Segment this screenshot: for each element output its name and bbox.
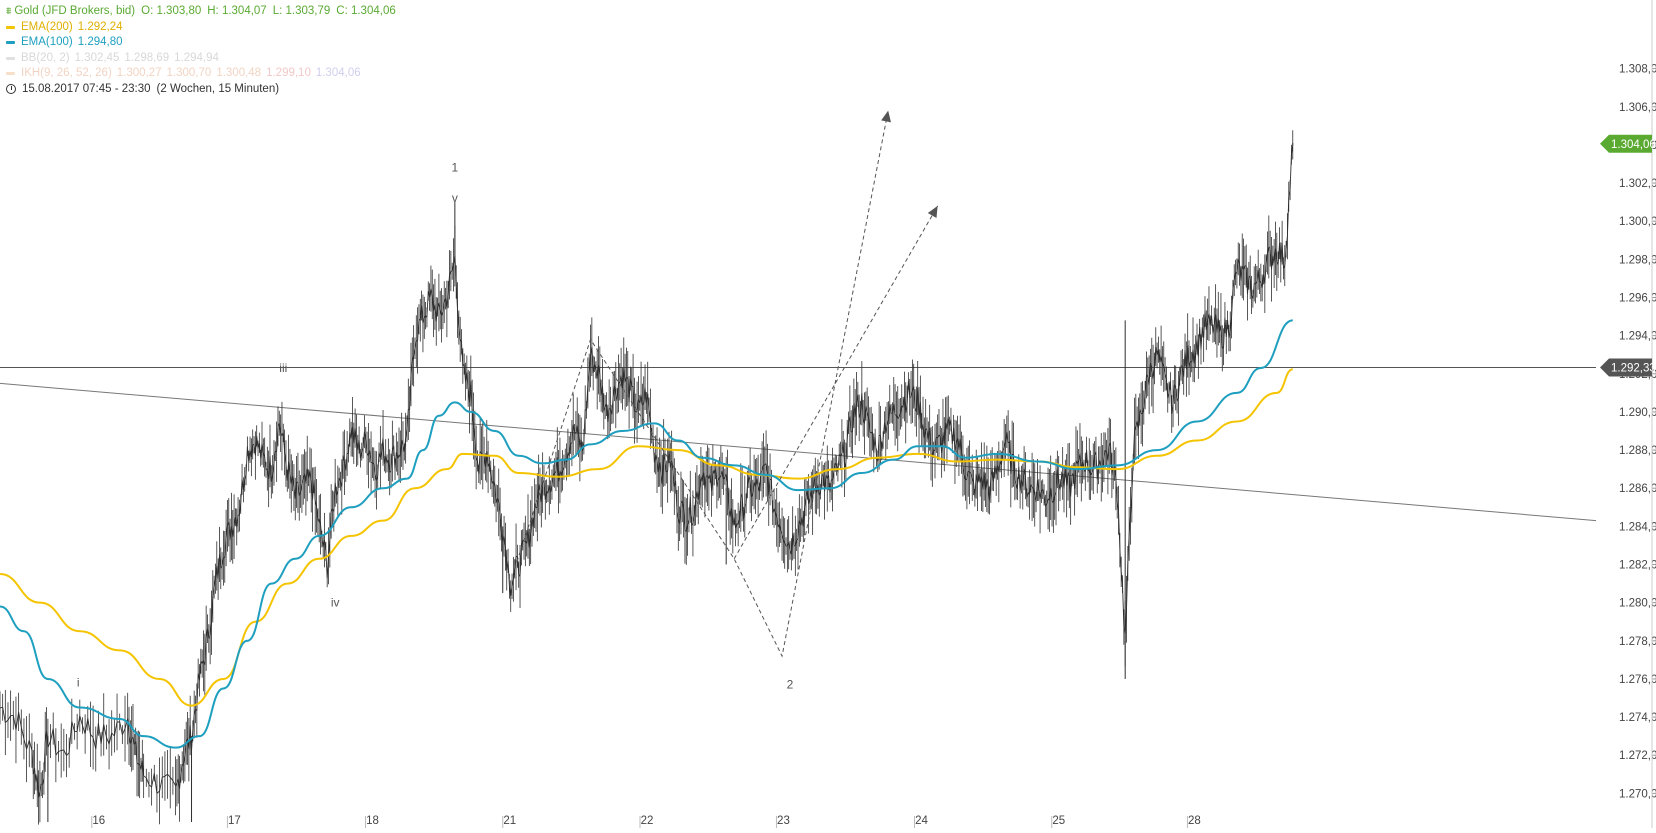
y-tick-label: 1.306,00 <box>1619 102 1656 114</box>
ikh-value-3: 1.300,48 <box>216 67 262 79</box>
last-price-badge-text: 1.304,06 <box>1611 139 1656 151</box>
legend-ichimoku[interactable]: IKH(9, 26, 52, 26) 1.300,27 1.300,70 1.3… <box>6 66 396 82</box>
wave-path-primary <box>514 110 889 658</box>
bb-value-lower: 1.294,94 <box>174 51 219 64</box>
ikh-value-5: 1.304,06 <box>315 67 361 79</box>
symbol-name[interactable]: Gold (JFD Brokers, bid) <box>14 5 136 17</box>
hline-price-badge-shape <box>1600 358 1652 377</box>
ohlc-low-label: L: <box>272 5 283 17</box>
y-tick-label: 1.290,00 <box>1619 407 1656 419</box>
wave-label: i <box>77 676 80 690</box>
timeframe-detail: (2 Wochen, 15 Minuten) <box>156 82 280 95</box>
x-tick-label: 21 <box>503 815 516 827</box>
ikh-swatch <box>6 72 15 76</box>
ohlc-low: L: 1.303,79 <box>273 4 331 20</box>
y-tick-label: 1.282,00 <box>1619 560 1656 572</box>
hline-price-badge-text: 1.292,33 <box>1611 362 1656 374</box>
chart-legend: ⩩ Gold (JFD Brokers, bid) O: 1.303,80 H:… <box>6 4 396 97</box>
symbol-row: ⩩ Gold (JFD Brokers, bid) O: 1.303,80 H:… <box>6 4 396 20</box>
bb-swatch <box>6 56 15 60</box>
ohlc-close: C: 1.304,06 <box>336 4 395 20</box>
y-tick-label: 1.274,00 <box>1619 712 1656 724</box>
ohlc-open-label: O: <box>141 5 154 17</box>
last-price-badge-shape <box>1600 134 1652 153</box>
ohlc-high-label: H: <box>207 5 219 17</box>
ema100-swatch <box>6 41 15 45</box>
plot-area: 1 v iii iv i 2 <box>0 110 1596 825</box>
ema200-swatch <box>6 25 15 29</box>
trendline <box>0 382 1596 522</box>
ohlc-high-value: 1.304,07 <box>221 5 267 17</box>
wave-path-secondary <box>733 205 939 560</box>
x-tick-label: 24 <box>915 815 928 827</box>
timeframe-row[interactable]: 15.08.2017 07:45 - 23:30 (2 Wochen, 15 M… <box>6 82 396 98</box>
ohlc-open-value: 1.303,80 <box>156 5 202 17</box>
wave-label: iv <box>331 595 340 609</box>
ema100-name: EMA(100) <box>21 36 73 48</box>
ikh-value-1: 1.300,27 <box>116 67 162 79</box>
chart-type-icon[interactable]: ⩩ <box>6 6 11 17</box>
wave-label: 1 <box>452 161 459 175</box>
y-tick-label: 1.298,00 <box>1619 254 1656 266</box>
y-tick-label: 1.276,00 <box>1619 674 1656 686</box>
legend-bollinger[interactable]: BB(20, 2) 1.302,45 1.298,69 1.294,94 <box>6 51 396 67</box>
ikh-value-2: 1.300,70 <box>166 67 212 79</box>
x-tick-label: 17 <box>228 815 241 827</box>
legend-ema200[interactable]: EMA(200) 1.292,24 <box>6 20 396 36</box>
ikh-value-4: 1.299,10 <box>266 67 311 79</box>
y-tick-label: 1.286,00 <box>1619 483 1656 495</box>
x-tick-label: 16 <box>92 815 105 827</box>
y-tick-label: 1.302,00 <box>1619 178 1656 190</box>
ohlc-high: H: 1.304,07 <box>207 4 266 20</box>
ema100-line <box>0 319 1294 749</box>
bb-name: BB(20, 2) <box>21 51 70 64</box>
last-price-badge: 1.304,06 <box>1600 134 1656 153</box>
y-tick-label: 1.278,00 <box>1619 636 1656 648</box>
x-tick-label: 23 <box>777 815 790 827</box>
x-tick-label: 25 <box>1052 815 1065 827</box>
x-tick-label: 28 <box>1188 815 1201 827</box>
legend-ema100[interactable]: EMA(100) 1.294,80 <box>6 35 396 51</box>
ema100-value: 1.294,80 <box>77 36 123 48</box>
bb-value-upper: 1.302,45 <box>74 51 120 64</box>
ohlc-open: O: 1.303,80 <box>141 4 201 20</box>
timeframe-range: 15.08.2017 07:45 - 23:30 <box>22 82 151 95</box>
hline-price-badge: 1.292,33 <box>1600 358 1656 377</box>
y-tick-label: 1.280,00 <box>1619 598 1656 610</box>
ohlc-close-value: 1.304,06 <box>350 5 396 17</box>
ohlc-close-label: C: <box>336 5 348 17</box>
y-tick-label: 1.272,00 <box>1619 750 1656 762</box>
wave-label: v <box>452 191 458 205</box>
wave-label: 2 <box>787 677 794 691</box>
y-tick-label: 1.308,00 <box>1619 64 1656 76</box>
ema200-value: 1.292,24 <box>77 20 123 33</box>
wave-path-primary-arrowhead <box>881 110 891 123</box>
ikh-name: IKH(9, 26, 52, 26) <box>21 67 112 79</box>
ema200-line <box>0 368 1294 707</box>
y-tick-label: 1.270,00 <box>1619 788 1656 800</box>
bb-value-middle: 1.298,69 <box>124 51 170 64</box>
y-tick-label: 1.294,00 <box>1619 331 1656 343</box>
y-tick-label: 1.300,00 <box>1619 216 1656 228</box>
x-tick-label: 18 <box>366 815 379 827</box>
y-tick-label: 1.284,00 <box>1619 521 1656 533</box>
wave-label: iii <box>279 361 287 375</box>
clock-icon <box>6 84 16 95</box>
y-tick-label: 1.296,00 <box>1619 292 1656 304</box>
ema200-name: EMA(200) <box>21 20 73 33</box>
y-tick-label: 1.288,00 <box>1619 445 1656 457</box>
ohlc-low-value: 1.303,79 <box>285 5 331 17</box>
wave-path-secondary-arrowhead <box>927 205 938 218</box>
x-tick-label: 22 <box>641 815 654 827</box>
